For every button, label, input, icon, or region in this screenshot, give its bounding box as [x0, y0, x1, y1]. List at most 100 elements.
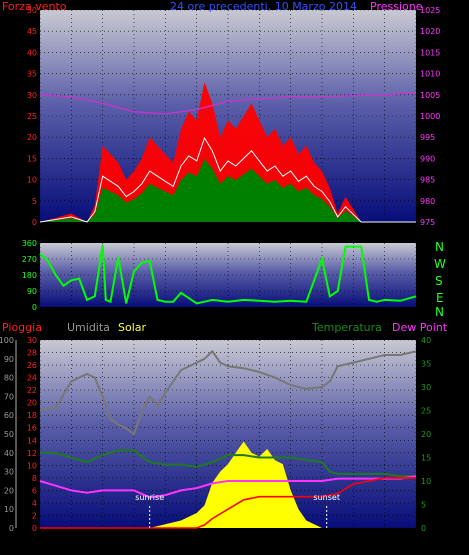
rain-y-tick: 10 [27, 461, 37, 470]
rain-y-tick: 6 [32, 486, 37, 495]
pressure-y-tick: 1005 [420, 91, 440, 100]
humidity-y-tick: 30 [4, 468, 14, 477]
wind-panel-x-tick: 04 [98, 229, 108, 238]
temperature-y-tick: 35 [421, 360, 431, 369]
direction-y-tick: 360 [22, 239, 37, 248]
average-wind-area [40, 159, 416, 222]
compass-n-top: N [435, 240, 444, 254]
sunset-label: sunset [313, 493, 340, 502]
wind-y-tick: 40 [27, 48, 37, 57]
temperature-title: Temperatura [312, 321, 382, 334]
temperature-y-tick: 25 [421, 407, 431, 416]
rain-y-tick: 14 [27, 436, 37, 445]
rain-y-tick: 26 [27, 361, 37, 370]
weather-panel-x-tick: 16 [286, 537, 296, 546]
wind-y-tick: 15 [27, 154, 37, 163]
wind-y-tick: 45 [27, 27, 37, 36]
humidity-y-tick: 40 [4, 449, 14, 458]
wind-y-tick: 35 [27, 70, 37, 79]
wind-y-tick: 10 [27, 176, 37, 185]
weather-panel-x-tick: 08 [160, 537, 170, 546]
weather-panel-x-tick: 14 [254, 537, 264, 546]
date-title: 24 ore precedenti, 10 Marzo 2014 [170, 0, 357, 13]
pressure-y-tick: 985 [420, 176, 435, 185]
direction-y-tick: 270 [22, 255, 37, 264]
compass-n-bottom: N [435, 305, 444, 319]
pressure-y-tick: 1025 [420, 6, 440, 15]
humidity-y-tick: 100 [0, 336, 14, 345]
direction-y-tick: 180 [22, 271, 37, 280]
pressure-y-tick: 1020 [420, 27, 440, 36]
compass-w: W [434, 257, 446, 271]
pressure-line [39, 92, 417, 115]
wind-panel-x-tick: 18 [317, 229, 327, 238]
rain-y-tick: 0 [32, 524, 37, 533]
temperature-y-tick: 30 [421, 383, 431, 392]
dewpoint-title: Dew Point [392, 321, 448, 334]
rain-y-tick: 22 [27, 386, 37, 395]
compass-s: S [435, 274, 443, 288]
weather-panel-x-tick: 06 [129, 537, 139, 546]
pressure-y-tick: 1000 [420, 112, 440, 121]
humidity-y-tick: 0 [9, 524, 14, 533]
pressure-title: Pressione [370, 0, 423, 13]
temperature-y-tick: 15 [421, 454, 431, 463]
wind-panel-x-tick: 06 [129, 229, 139, 238]
humidity-y-tick: 10 [4, 505, 14, 514]
rain-line [40, 477, 416, 529]
dewpoint-line [39, 475, 417, 499]
direction-y-tick: 0 [32, 303, 37, 312]
rain-title: Pioggia [2, 321, 42, 334]
weather-panel-x-tick: 10 [192, 537, 202, 546]
humidity-y-tick: 20 [4, 486, 14, 495]
weather-panel-x-tick: 00 [411, 537, 421, 546]
wind-panel-x-tick: 08 [160, 229, 170, 238]
sunrise-label: sunrise [135, 493, 164, 502]
temperature-y-tick: 10 [421, 477, 431, 486]
wind-panel-x-tick: 10 [192, 229, 202, 238]
rain-y-tick: 18 [27, 411, 37, 420]
humidity-y-tick: 60 [4, 411, 14, 420]
wind-y-tick: 50 [27, 6, 37, 15]
wind-speed-title: Forza vento [2, 0, 67, 13]
temperature-y-tick: 40 [421, 336, 431, 345]
rain-y-tick: 4 [32, 499, 37, 508]
rain-y-tick: 12 [27, 449, 37, 458]
humidity-title: Umidita [67, 321, 110, 334]
wind-panel-x-tick: 20 [348, 229, 358, 238]
rain-y-tick: 2 [32, 511, 37, 520]
temperature-y-tick: 20 [421, 430, 431, 439]
humidity-y-tick: 70 [4, 392, 14, 401]
weather-panel-x-tick: 04 [98, 537, 108, 546]
wind-y-tick: 20 [27, 133, 37, 142]
weather-panel-x-tick: 22 [380, 537, 390, 546]
solar-area [149, 441, 322, 528]
wind-gust-line [39, 136, 416, 223]
wind-panel-x-tick: 00 [411, 229, 421, 238]
wind-panel-x-tick: 22 [380, 229, 390, 238]
pressure-y-tick: 995 [420, 133, 435, 142]
temperature-y-tick: 5 [421, 501, 426, 510]
wind-panel-x-tick: 14 [254, 229, 264, 238]
weather-panel-x-tick: 02 [66, 537, 76, 546]
wind-y-tick: 0 [32, 218, 37, 227]
rain-y-tick: 16 [27, 424, 37, 433]
wind-y-tick: 25 [27, 112, 37, 121]
rain-y-tick: 30 [27, 336, 37, 345]
rain-y-tick: 24 [27, 374, 37, 383]
pressure-y-tick: 975 [420, 218, 435, 227]
humidity-line [39, 349, 417, 436]
rain-y-tick: 20 [27, 399, 37, 408]
weather-panel-x-tick: 18 [317, 537, 327, 546]
wind-direction-line [39, 244, 417, 305]
wind-panel-x-tick: 02 [66, 229, 76, 238]
wind-panel-x-tick: 12 [223, 229, 233, 238]
weather-panel-x-tick: 20 [348, 537, 358, 546]
compass-e: E [436, 291, 444, 305]
wind-y-tick: 30 [27, 91, 37, 100]
humidity-y-tick: 50 [4, 430, 14, 439]
wind-y-tick: 5 [32, 197, 37, 206]
direction-y-tick: 90 [27, 287, 37, 296]
pressure-y-tick: 980 [420, 197, 435, 206]
